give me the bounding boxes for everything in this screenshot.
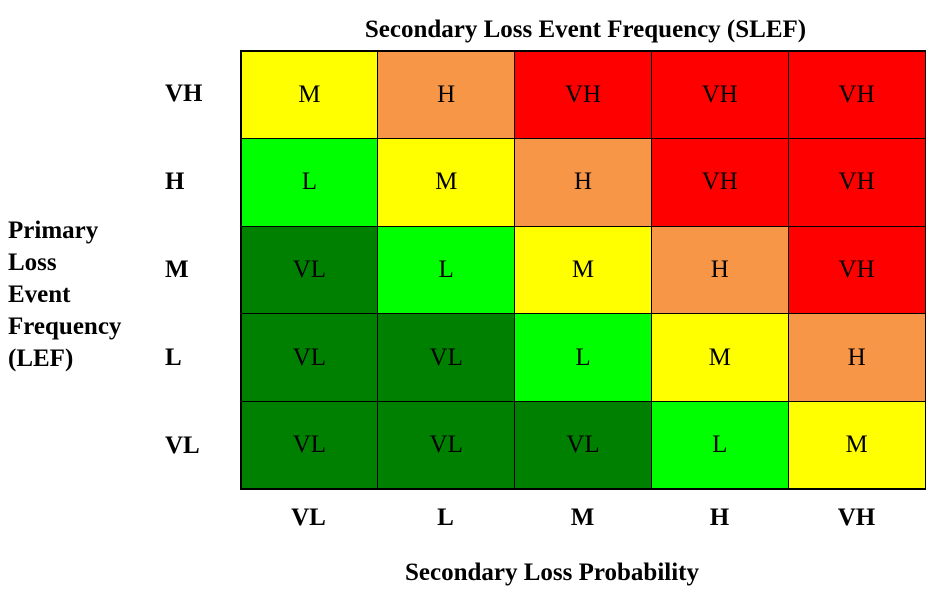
matrix-cell: L xyxy=(377,225,516,315)
secondary-loss-event-frequency-title: Secondary Loss Event Frequency (SLEF) xyxy=(364,16,807,43)
matrix-cell: VH xyxy=(514,50,652,140)
row-label-m: M xyxy=(165,255,189,283)
side-title-line: Event xyxy=(8,281,71,308)
matrix-cell: VL xyxy=(377,313,516,402)
side-title-line: (LEF) xyxy=(8,345,74,372)
matrix-cell: VH xyxy=(787,50,926,140)
matrix-cell: VL xyxy=(377,400,516,490)
column-label-h: H xyxy=(709,504,730,531)
primary-loss-event-frequency-title: Primary Loss Event Frequency (LEF) xyxy=(8,215,168,375)
side-title-line: Frequency xyxy=(8,313,122,340)
column-label-vl: VL xyxy=(291,504,326,531)
matrix-cell: L xyxy=(240,138,379,227)
row-label-vl: VL xyxy=(165,431,200,459)
matrix-cell: M xyxy=(514,225,652,315)
matrix-cell: VL xyxy=(240,225,379,315)
side-title-line: Primary xyxy=(8,217,99,244)
matrix-cell: H xyxy=(787,313,926,402)
row-label-l: L xyxy=(165,343,182,371)
matrix-cell: H xyxy=(650,225,789,315)
matrix-cell: L xyxy=(650,400,789,490)
matrix-cell: L xyxy=(514,313,652,402)
column-label-m: M xyxy=(570,504,595,531)
matrix-cell: M xyxy=(787,400,926,490)
matrix-cell: M xyxy=(377,138,516,227)
matrix-cell: VH xyxy=(787,225,926,315)
column-label-vh: VH xyxy=(837,504,876,531)
matrix-cell: H xyxy=(514,138,652,227)
row-label-vh: VH xyxy=(165,79,203,107)
row-label-h: H xyxy=(165,167,185,195)
matrix-cell: VH xyxy=(787,138,926,227)
matrix-cell: M xyxy=(240,50,379,140)
risk-matrix-grid: M H VH VH VH L M H VH VH VL L M H VH VL VL L M H VL VL VL L M xyxy=(240,50,926,490)
side-title-line: Loss xyxy=(8,249,57,276)
secondary-loss-probability-title: Secondary Loss Probability xyxy=(404,559,700,586)
matrix-cell: VH xyxy=(650,50,789,140)
matrix-cell: VL xyxy=(240,400,379,490)
matrix-cell: M xyxy=(650,313,789,402)
matrix-cell: VH xyxy=(650,138,789,227)
matrix-cell: VL xyxy=(240,313,379,402)
column-label-l: L xyxy=(437,504,454,531)
matrix-cell: VL xyxy=(514,400,652,490)
matrix-cell: H xyxy=(377,50,516,140)
